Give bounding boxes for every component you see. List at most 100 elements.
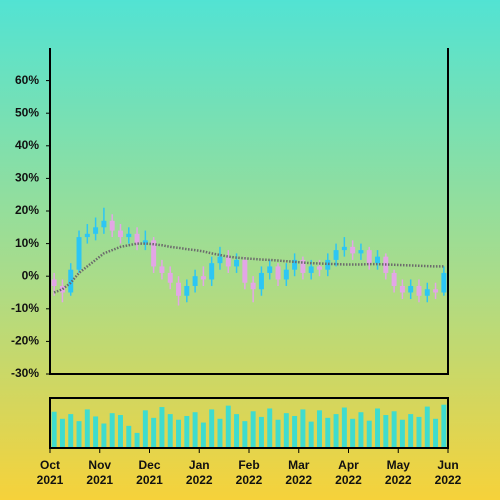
volume-bar <box>399 419 405 447</box>
volume-bar <box>200 422 206 447</box>
volume-bar <box>93 416 99 447</box>
volume-bar <box>134 432 140 447</box>
candle-body <box>391 272 397 286</box>
candle-body <box>225 256 231 267</box>
candle-body <box>341 246 347 251</box>
volume-bar <box>225 405 231 447</box>
volume-bar <box>316 410 322 447</box>
candle-body <box>433 289 439 293</box>
volume-bar <box>242 421 248 447</box>
candle-body <box>93 227 99 234</box>
y-tick-label: 20% <box>15 203 39 217</box>
candle-body <box>258 272 264 290</box>
candle-body <box>126 233 132 238</box>
candle-body <box>234 259 240 267</box>
volume-bar <box>275 419 281 447</box>
volume-bar <box>358 412 364 447</box>
candle-body <box>408 285 414 293</box>
volume-bar <box>250 411 256 447</box>
volume-bar <box>350 418 356 447</box>
volume-bar <box>408 414 414 447</box>
volume-bar <box>366 420 372 447</box>
volume-bar <box>51 411 57 447</box>
volume-bar <box>167 414 173 447</box>
candle-body <box>84 233 90 238</box>
candle-body <box>192 276 198 286</box>
volume-bar <box>383 415 389 447</box>
x-tick-label: Oct 2021 <box>36 458 64 487</box>
candle-body <box>101 220 107 228</box>
volume-bar <box>84 409 90 447</box>
x-tick-label: Jun 2022 <box>434 458 462 487</box>
candle-body <box>275 266 281 280</box>
volume-bar <box>433 418 439 447</box>
candle-body <box>366 250 372 264</box>
candle-body <box>142 240 148 244</box>
y-tick-label: 50% <box>15 105 39 119</box>
candle-body <box>68 269 74 293</box>
candle-body <box>159 266 165 273</box>
volume-bar <box>176 419 182 447</box>
candle-body <box>424 289 430 296</box>
x-tick-label: Mar 2022 <box>285 458 313 487</box>
y-tick-label: 40% <box>15 138 39 152</box>
volume-bar <box>184 415 190 447</box>
x-tick-label: Apr 2022 <box>335 458 362 487</box>
volume-bar <box>333 414 339 447</box>
volume-bar <box>424 406 430 447</box>
y-tick-label: -20% <box>11 334 39 348</box>
candle-body <box>117 230 123 238</box>
volume-bar <box>391 411 397 447</box>
candle-body <box>375 256 381 264</box>
x-tick-label: Dec 2021 <box>136 458 163 487</box>
volume-bar <box>441 404 447 447</box>
y-tick-label: 10% <box>15 236 39 250</box>
volume-bar <box>192 412 198 447</box>
volume-bar <box>375 408 381 447</box>
volume-bar <box>151 417 157 447</box>
volume-bar <box>109 413 115 447</box>
volume-bar <box>416 416 422 447</box>
candle-body <box>209 263 215 280</box>
volume-bar <box>292 415 298 447</box>
candle-body <box>283 269 289 280</box>
candle-body <box>176 282 182 296</box>
candle-body <box>441 272 447 293</box>
volume-bar <box>142 410 148 447</box>
candle-body <box>416 285 422 296</box>
candle-body <box>399 285 405 293</box>
volume-bar <box>308 421 314 447</box>
candle-body <box>350 246 356 254</box>
y-tick-label: -10% <box>11 301 39 315</box>
y-tick-label: 0% <box>22 268 40 282</box>
candle-body <box>51 279 57 286</box>
volume-bar <box>126 425 132 447</box>
candle-body <box>200 276 206 280</box>
candle-body <box>184 285 190 296</box>
volume-bar <box>234 414 240 447</box>
candle-body <box>76 237 82 270</box>
volume-bar <box>59 418 65 447</box>
y-tick-label: 60% <box>15 73 39 87</box>
volume-bar <box>117 415 123 447</box>
volume-bar <box>217 418 223 447</box>
volume-bar <box>76 421 82 447</box>
candle-body <box>308 266 314 273</box>
candle-body <box>217 256 223 264</box>
candle-body <box>358 250 364 254</box>
candle-body <box>300 259 306 273</box>
candle-body <box>267 266 273 273</box>
volume-bar <box>300 409 306 447</box>
volume-bar <box>267 408 273 447</box>
volume-bar <box>68 414 74 447</box>
volume-bar <box>341 407 347 447</box>
volume-bar <box>101 423 107 447</box>
y-tick-label: -30% <box>11 366 39 380</box>
candle-body <box>151 240 157 267</box>
x-tick-label: Nov 2021 <box>86 458 114 487</box>
candle-body <box>250 282 256 290</box>
volume-bar <box>258 416 264 447</box>
candle-body <box>325 259 331 270</box>
